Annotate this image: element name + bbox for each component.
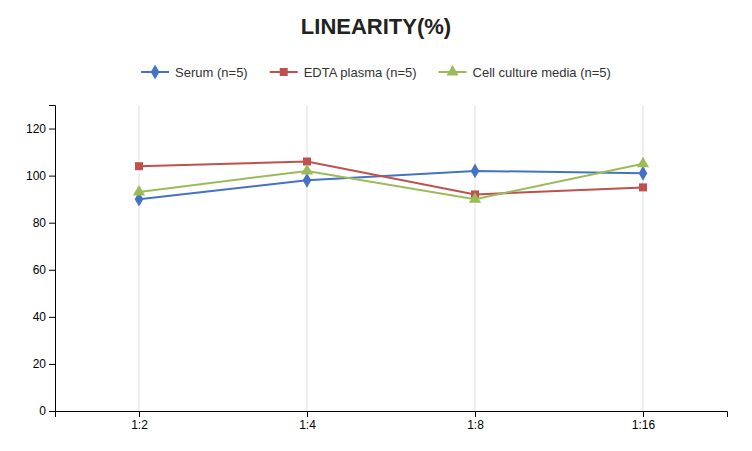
title: LINEARITY(%) bbox=[301, 14, 451, 39]
tick: 120 bbox=[26, 122, 55, 136]
tick: 1:4 bbox=[299, 411, 316, 432]
tick-label: 40 bbox=[33, 310, 47, 324]
point bbox=[639, 166, 648, 181]
point bbox=[637, 157, 649, 168]
grid-line bbox=[643, 105, 644, 411]
point bbox=[301, 164, 313, 175]
tick-mark bbox=[643, 411, 644, 417]
tick-label: 100 bbox=[26, 169, 46, 183]
chart: LINEARITY(%) 1:2 1:4 1:8 1:16 0 20 40 60 80 100 120… bbox=[0, 0, 752, 451]
point bbox=[133, 185, 145, 196]
grid bbox=[139, 105, 643, 411]
tick-mark bbox=[307, 411, 308, 417]
x-axis: 1:2 1:4 1:8 1:16 bbox=[56, 411, 728, 432]
tick: 0 bbox=[39, 404, 55, 418]
tick: 20 bbox=[33, 357, 55, 371]
tick: 1:2 bbox=[131, 411, 148, 432]
legend-label: Serum (n=5) bbox=[175, 65, 248, 80]
point bbox=[469, 192, 481, 203]
y-axis: 0 20 40 60 80 100 120 bbox=[26, 106, 56, 419]
legend-item: Cell culture media (n=5) bbox=[439, 65, 611, 80]
tick-label: 1:2 bbox=[131, 418, 148, 432]
legend-item: Serum (n=5) bbox=[141, 65, 248, 80]
tick-label: 20 bbox=[33, 357, 47, 371]
axis-line bbox=[49, 106, 56, 412]
tick-label: 120 bbox=[26, 122, 46, 136]
tick: 1:16 bbox=[632, 411, 656, 432]
legend-marker bbox=[280, 68, 288, 76]
grid-line bbox=[307, 105, 308, 411]
tick-mark bbox=[49, 176, 55, 177]
tick-mark bbox=[49, 223, 55, 224]
tick-label: 1:16 bbox=[632, 418, 656, 432]
tick: 60 bbox=[33, 263, 55, 277]
tick-mark bbox=[475, 411, 476, 417]
grid-line bbox=[139, 105, 140, 411]
series-line bbox=[139, 161, 643, 194]
legend-label: EDTA plasma (n=5) bbox=[304, 65, 417, 80]
tick: 1:8 bbox=[467, 411, 484, 432]
point bbox=[471, 163, 480, 178]
tick-mark bbox=[49, 364, 55, 365]
plot-area bbox=[133, 157, 649, 207]
axis-line bbox=[56, 412, 728, 418]
tick-mark bbox=[49, 411, 55, 412]
point bbox=[303, 173, 312, 188]
tick-mark bbox=[139, 411, 140, 417]
tick-label: 1:8 bbox=[467, 418, 484, 432]
series-line bbox=[139, 164, 643, 199]
tick: 80 bbox=[33, 216, 55, 230]
tick-label: 1:4 bbox=[299, 418, 316, 432]
legend-item: EDTA plasma (n=5) bbox=[270, 65, 417, 80]
legend: Serum (n=5) EDTA plasma (n=5) Cell culture… bbox=[141, 65, 611, 80]
point bbox=[135, 162, 143, 170]
tick: 100 bbox=[26, 169, 55, 183]
tick-label: 80 bbox=[33, 216, 47, 230]
tick-mark bbox=[49, 317, 55, 318]
tick-mark bbox=[49, 129, 55, 130]
legend-marker bbox=[151, 65, 160, 80]
tick: 40 bbox=[33, 310, 55, 324]
legend-marker bbox=[446, 65, 458, 76]
tick-mark bbox=[49, 270, 55, 271]
tick-label: 0 bbox=[39, 404, 46, 418]
point bbox=[639, 183, 647, 191]
tick-label: 60 bbox=[33, 263, 47, 277]
legend-label: Cell culture media (n=5) bbox=[473, 65, 611, 80]
grid-line bbox=[475, 105, 476, 411]
